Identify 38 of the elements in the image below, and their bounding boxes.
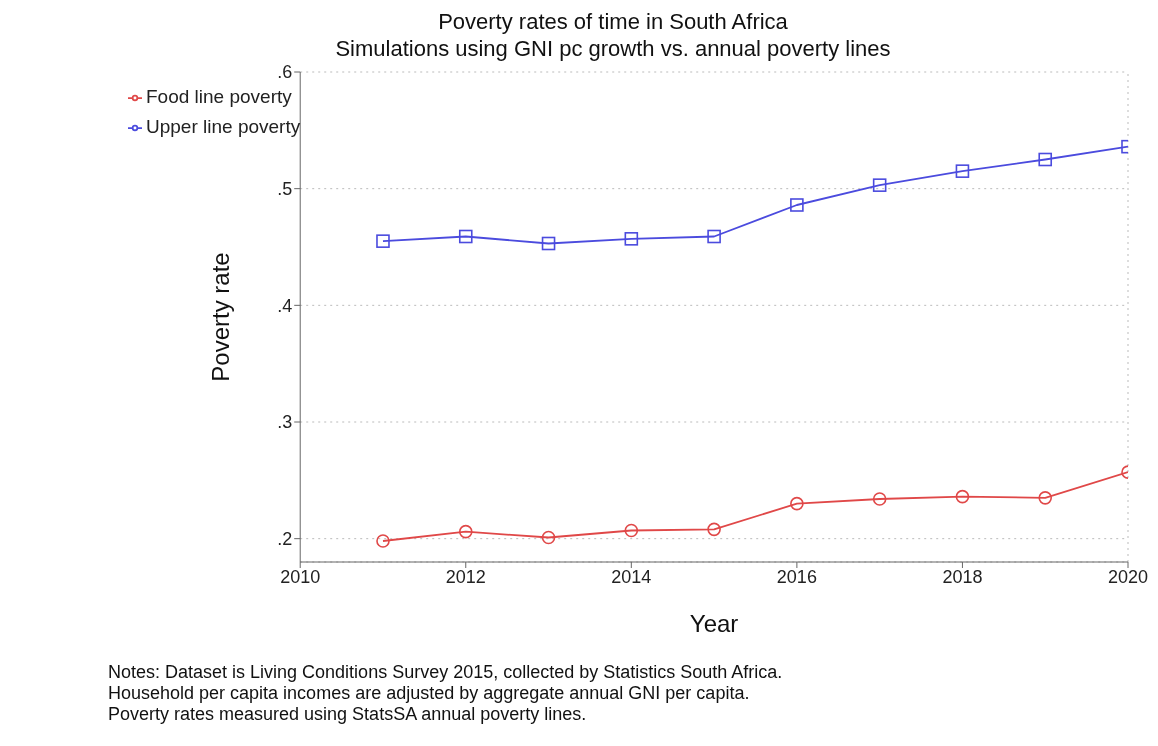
legend-label: Food line poverty: [146, 86, 292, 107]
point: [955, 164, 970, 178]
x-tick-label: 2012: [445, 566, 486, 587]
point: [707, 522, 721, 537]
y-tick-label: .5: [277, 179, 293, 200]
point: [376, 534, 390, 548]
x-tick-label: 2010: [280, 566, 321, 587]
x-tick-label: 2018: [942, 566, 983, 587]
chart-title: Poverty rates of time in South Africa: [437, 8, 789, 35]
point: [541, 236, 556, 251]
y-tick-label: .3: [277, 412, 293, 433]
point: [1038, 152, 1053, 167]
point: [624, 523, 639, 538]
text: Household per capita incomes are adjusted by aggregate annual GNI per capita.: [108, 683, 751, 704]
point: [624, 232, 639, 246]
y-tick-label: .6: [277, 62, 293, 83]
y-axis-title: Poverty rate: [206, 252, 234, 382]
x-tick-label: 2020: [1107, 566, 1149, 587]
text: Notes: Dataset is Living Conditions Survey 2015, collected by Statistics South Africa.: [108, 662, 784, 683]
legend-label: Upper line poverty: [146, 116, 301, 137]
point: [1038, 491, 1053, 505]
point: [872, 492, 887, 506]
x-tick-label: 2016: [776, 566, 817, 587]
point: [458, 229, 473, 244]
x-axis-title: Year: [689, 610, 739, 637]
point: [376, 234, 390, 248]
point: [707, 229, 721, 244]
y-tick-label: .4: [277, 295, 293, 316]
x-tick-label: 2014: [611, 566, 652, 587]
point: [541, 530, 556, 545]
point: [790, 198, 804, 212]
point: [458, 524, 473, 539]
chart-subtitle: Simulations using GNI pc growth vs. annual poverty lines: [334, 35, 892, 62]
point: [790, 496, 804, 511]
text: Poverty rates measured using StatsSA annual poverty lines.: [108, 704, 588, 725]
point: [955, 489, 970, 504]
y-tick-label: .2: [277, 529, 293, 550]
point: [872, 178, 887, 192]
